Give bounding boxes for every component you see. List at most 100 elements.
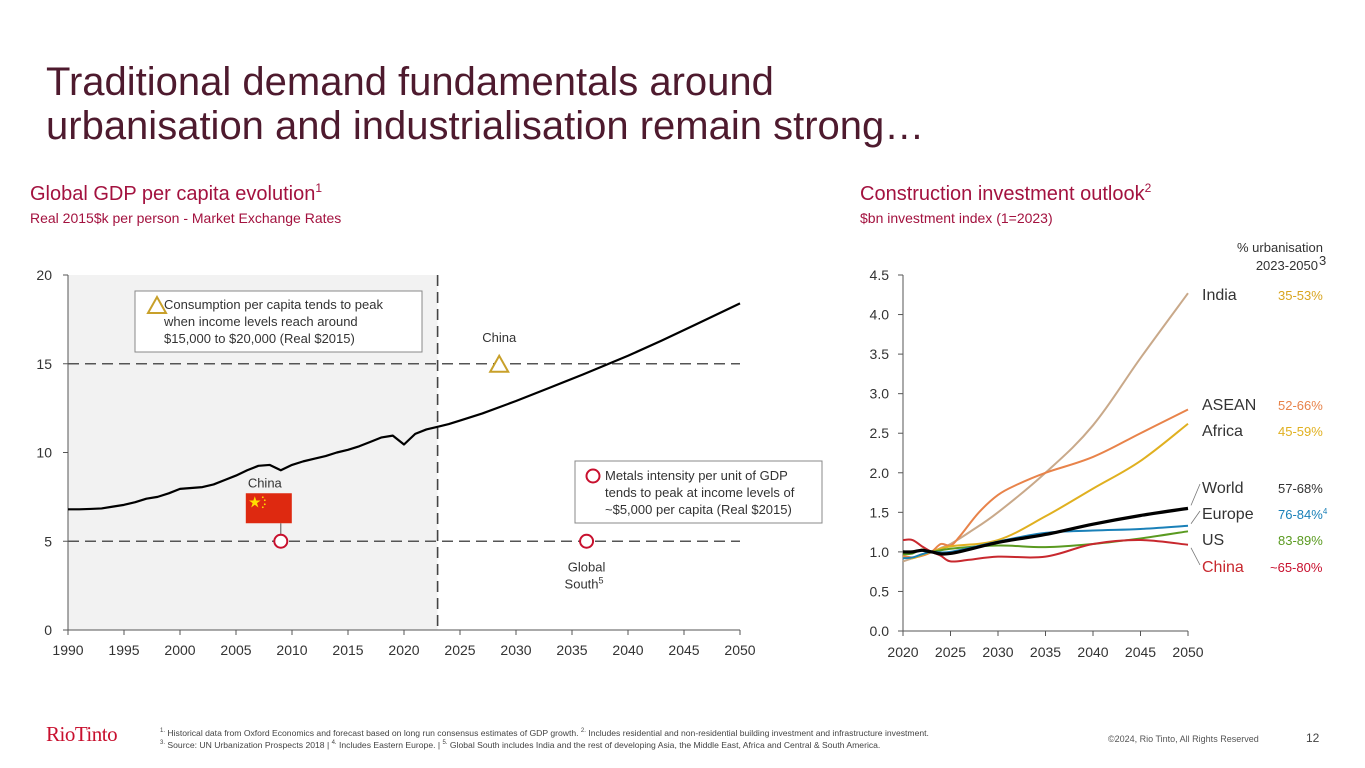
footnote-text: Includes Eastern Europe. | [336,740,443,750]
y-tick-label: 4.0 [870,307,890,323]
legend-urbanisation-asean: 52-66% [1278,398,1323,413]
x-tick-label: 2050 [1172,644,1203,660]
footnote-text: Source: UN Urbanization Prospects 2018 | [165,740,332,750]
legend-header: % urbanisation [1237,240,1323,255]
series-line-india [902,292,1189,563]
gdp-chart-title-text: Global GDP per capita evolution [30,183,316,205]
point-label: South5 [565,575,604,591]
y-tick-label: 4.5 [870,267,890,283]
y-tick-label: 0.0 [870,623,890,639]
y-tick-label: 1.5 [870,504,890,520]
legend-urbanisation-us: 83-89% [1278,533,1323,548]
annotation-box-consumption [134,290,423,353]
x-tick-label: 2045 [1125,644,1156,660]
leader-line-china [1190,547,1201,566]
y-tick-label: 0 [44,622,52,638]
y-tick-label: 3.0 [870,386,890,402]
y-tick-label: 20 [36,267,52,283]
series-line-china [902,538,1189,563]
flag-star-small [261,506,264,509]
gdp-chart-title: Global GDP per capita evolution1 [30,181,323,206]
legend-urbanisation-china: ~65-80% [1270,560,1323,575]
construction-chart-title: Construction investment outlook2 [860,181,1152,206]
legend-header-years: 2023-2050 [1256,258,1318,273]
annotation-box-metals [574,460,823,524]
copyright: ©2024, Rio Tinto, All Rights Reserved [1108,734,1259,744]
annotation-text: when income levels reach around [163,314,358,329]
legend-label-world: World [1202,480,1244,497]
y-tick-label: 10 [36,445,52,461]
annotation-text: Metals intensity per unit of GDP [605,468,788,483]
legend-label-china: China [1202,559,1244,576]
x-tick-label: 2015 [332,642,363,658]
y-tick-label: 2.5 [870,425,890,441]
x-tick-label: 2030 [982,644,1013,660]
flag-star [249,496,261,508]
footnote-marker: 1. [160,728,166,735]
point-label: China [248,475,283,490]
y-tick-label: 3.5 [870,346,890,362]
point-marker-circle [579,533,595,549]
x-tick-label: 2045 [668,642,699,658]
x-tick-label: 2050 [724,642,755,658]
y-tick-label: 1.0 [870,544,890,560]
legend-urbanisation-africa: 45-59% [1278,424,1323,439]
x-tick-label: 2040 [612,642,643,658]
point-marker-triangle [488,353,510,373]
x-tick-label: 2025 [444,642,475,658]
china-flag-icon [245,493,292,524]
triangle-icon [146,294,168,314]
x-tick-label: 2035 [1030,644,1061,660]
legend-label-us: US [1202,532,1224,549]
page-number: 12 [1306,731,1320,745]
circle-icon [585,468,601,484]
legend-urbanisation-india: 35-53% [1278,288,1323,303]
annotation-text: $15,000 to $20,000 (Real $2015) [164,331,355,346]
x-tick-label: 1990 [52,642,83,658]
construction-chart-subtitle: $bn investment index (1=2023) [860,210,1053,226]
point-label-sup: 5 [599,575,604,585]
x-tick-label: 2040 [1077,644,1108,660]
footnote-marker: 4. [331,740,337,747]
annotation-text: tends to peak at income levels of [605,485,795,500]
gdp-chart-title-sup: 1 [315,181,323,195]
x-tick-label: 2005 [220,642,251,658]
point-label: China [482,330,517,345]
legend-label-europe: Europe [1202,506,1254,523]
page-title-line-2: urbanisation and industrialisation remai… [46,104,925,148]
gdp-chart-subtitle: Real 2015$k per person - Market Exchange… [30,210,342,226]
series-line-world [902,506,1189,556]
construction-chart-title-text: Construction investment outlook [860,183,1145,205]
y-tick-label: 2.0 [870,465,890,481]
flag-star-small [263,503,266,506]
legend-label-india: India [1202,287,1237,304]
annotation-text: ~$5,000 per capita (Real $2015) [605,502,792,517]
construction-chart-title-sup: 2 [1144,181,1152,195]
leader-line-europe [1190,510,1201,525]
point-marker-circle [273,533,289,549]
leader-line-world [1190,483,1201,506]
x-tick-label: 2030 [500,642,531,658]
annotation-text: Consumption per capita tends to peak [164,297,383,312]
legend-urbanisation-sup: 4 [1323,507,1328,516]
x-tick-label: 2035 [556,642,587,658]
footnote-marker: 5. [442,740,448,747]
footnote-marker: 3. [160,740,166,747]
y-tick-label: 15 [36,356,52,372]
rio-tinto-logo: RioTinto [46,722,118,746]
footnote-line-1: 1. Historical data from Oxford Economics… [160,728,929,738]
x-tick-label: 2020 [887,644,918,660]
footnote-text: Historical data from Oxford Economics an… [165,728,581,738]
series-line-gdp [68,302,741,511]
y-tick-label: 0.5 [870,583,890,599]
y-tick-label: 5 [44,533,52,549]
x-tick-label: 2010 [276,642,307,658]
x-tick-label: 2000 [164,642,195,658]
x-tick-label: 1995 [108,642,139,658]
footnote-marker: 2. [580,728,586,735]
x-tick-label: 2025 [935,644,966,660]
x-tick-label: 2020 [388,642,419,658]
legend-urbanisation-world: 57-68% [1278,481,1323,496]
